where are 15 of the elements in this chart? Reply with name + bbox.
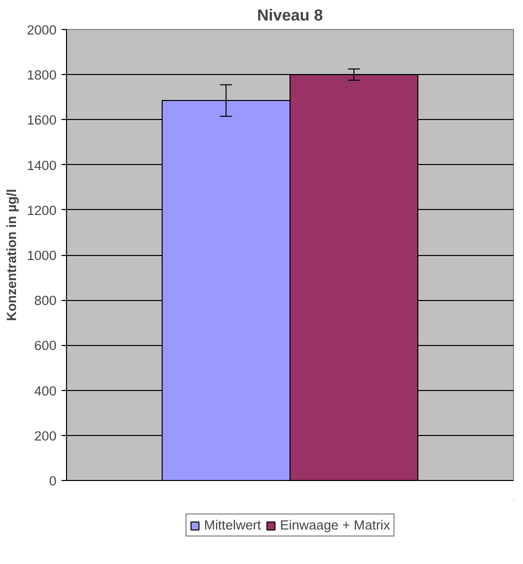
y-tick-label: 600 — [34, 338, 57, 354]
y-tick-label: 200 — [34, 428, 57, 444]
y-tick-label: 1600 — [26, 112, 57, 128]
y-tick-label: 1000 — [26, 248, 57, 263]
y-tick-label: 1800 — [26, 68, 57, 83]
chart-title: Niveau 8 — [257, 8, 324, 24]
y-tick-label: 0 — [49, 474, 57, 488]
y-tick-label: 400 — [34, 383, 57, 398]
y-axis-title: Konzentration in µg/l — [4, 188, 19, 322]
y-tick-label: 1400 — [26, 158, 57, 173]
y-tick-label: 2000 — [26, 22, 57, 38]
y-tick-label: 800 — [34, 293, 57, 308]
y-tick-label: 1200 — [26, 202, 57, 218]
legend-label: Einwaage + Matrix — [280, 518, 390, 532]
legend-label: Mittelwert — [204, 518, 262, 532]
